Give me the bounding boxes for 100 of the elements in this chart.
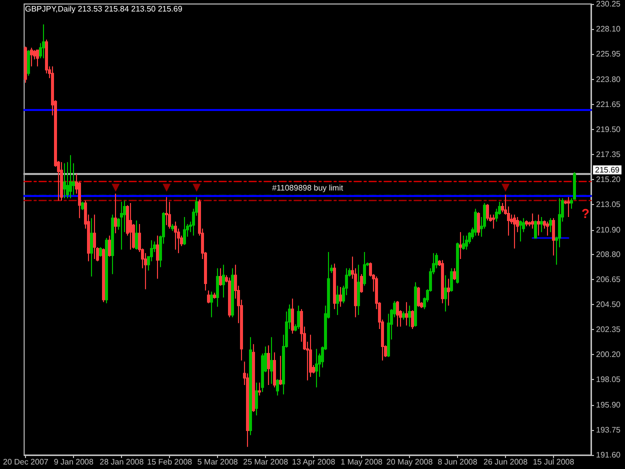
candlestick	[81, 201, 84, 210]
candlestick	[402, 310, 405, 320]
candlestick	[69, 154, 72, 199]
y-tick-label: 210.90	[596, 225, 622, 234]
candlestick	[276, 378, 279, 396]
candlestick	[474, 208, 477, 236]
candlestick	[102, 248, 105, 303]
y-tick-label: 208.80	[596, 250, 622, 259]
candlestick	[537, 214, 540, 236]
candlestick	[486, 204, 489, 221]
candlestick	[36, 50, 39, 67]
candlestick	[144, 252, 147, 290]
candlestick	[108, 235, 111, 258]
candlestick	[168, 201, 171, 230]
candlestick	[534, 220, 537, 238]
y-tick-label: 225.95	[596, 50, 622, 59]
y-tick-label: 219.50	[596, 124, 622, 134]
x-tick-label: 15 Jul 2008	[532, 458, 575, 466]
candlestick	[228, 277, 231, 318]
candlestick	[171, 223, 174, 232]
x-tick-label: 5 Mar 2008	[197, 458, 238, 466]
y-tick-label: 215.20	[596, 175, 622, 184]
candlestick	[405, 302, 408, 326]
candlestick	[105, 237, 108, 304]
text: ?	[582, 206, 590, 221]
y-tick-label: 221.65	[596, 100, 622, 109]
candlestick	[396, 300, 399, 328]
candlestick	[207, 290, 210, 304]
x-tick-label: 13 Apr 2008	[292, 458, 336, 466]
x-tick-label: 1 May 2008	[340, 458, 384, 466]
candlestick	[540, 216, 543, 233]
candlestick	[309, 334, 312, 378]
x-tick-label: 15 Feb 2008	[147, 458, 193, 466]
candlestick	[411, 310, 414, 330]
ref-line-label: #11089898 buy limit	[272, 183, 344, 192]
candlestick	[549, 218, 552, 233]
candlestick	[135, 220, 138, 250]
y-tick-label: 200.20	[596, 350, 622, 360]
ref-line-label: 215.69	[595, 165, 620, 174]
x-tick-label: 9 Jan 2008	[54, 458, 94, 466]
candlestick	[291, 298, 294, 334]
y-tick-label: 228.10	[596, 24, 622, 34]
candlestick	[552, 218, 555, 256]
candlestick	[258, 382, 261, 396]
candlestick	[120, 201, 123, 250]
candlestick	[408, 305, 411, 328]
candlestick	[459, 232, 462, 260]
candlestick	[441, 260, 444, 304]
candlestick	[252, 344, 255, 412]
candlestick	[363, 251, 366, 286]
candlestick	[45, 39, 48, 74]
x-tick-label: 20 May 2008	[386, 458, 434, 466]
candlestick	[456, 242, 459, 284]
candlestick	[273, 352, 276, 388]
candlestick	[60, 162, 63, 202]
candlestick	[270, 336, 273, 384]
candlestick	[531, 212, 534, 230]
y-tick-label: 223.80	[596, 74, 622, 84]
candlestick	[357, 264, 360, 316]
candlestick	[465, 235, 468, 250]
x-tick-label: 20 Dec 2007	[2, 458, 49, 466]
y-tick-label: 206.65	[596, 274, 622, 284]
candlestick	[219, 268, 222, 286]
candlestick	[165, 196, 168, 226]
candlestick	[30, 47, 33, 67]
candlestick	[477, 212, 480, 236]
candlestick	[360, 274, 363, 294]
candlestick	[129, 202, 132, 250]
candlestick	[249, 336, 252, 436]
candlestick	[339, 286, 342, 308]
candlestick	[297, 305, 300, 330]
candlestick	[525, 220, 528, 227]
candlestick	[267, 344, 270, 386]
candlestick	[210, 291, 213, 318]
candlestick	[183, 216, 186, 246]
candlestick	[99, 246, 102, 258]
candlestick	[387, 313, 390, 358]
candlestick	[513, 214, 516, 249]
candlestick	[492, 214, 495, 230]
candlestick	[462, 235, 465, 250]
y-tick-label: 191.60	[596, 450, 622, 460]
x-tick-label: 26 Jun 2008	[484, 458, 528, 466]
candlestick	[27, 50, 30, 76]
y-tick-label: 193.75	[596, 425, 622, 434]
candlestick	[114, 193, 117, 234]
candlestick	[279, 355, 282, 386]
y-tick-label: 198.05	[596, 375, 622, 384]
candlestick	[519, 220, 522, 242]
candlestick	[111, 214, 114, 275]
candlestick	[255, 382, 258, 416]
candlestick	[231, 268, 234, 318]
candlestick	[414, 282, 417, 328]
candlestick	[333, 263, 336, 310]
candlestick	[174, 221, 177, 250]
candlestick	[156, 235, 159, 280]
candlestick	[444, 274, 447, 312]
y-tick-label: 202.35	[596, 325, 622, 334]
candlestick	[447, 278, 450, 306]
y-tick-label: 204.50	[596, 300, 622, 309]
candlestick	[417, 286, 420, 308]
